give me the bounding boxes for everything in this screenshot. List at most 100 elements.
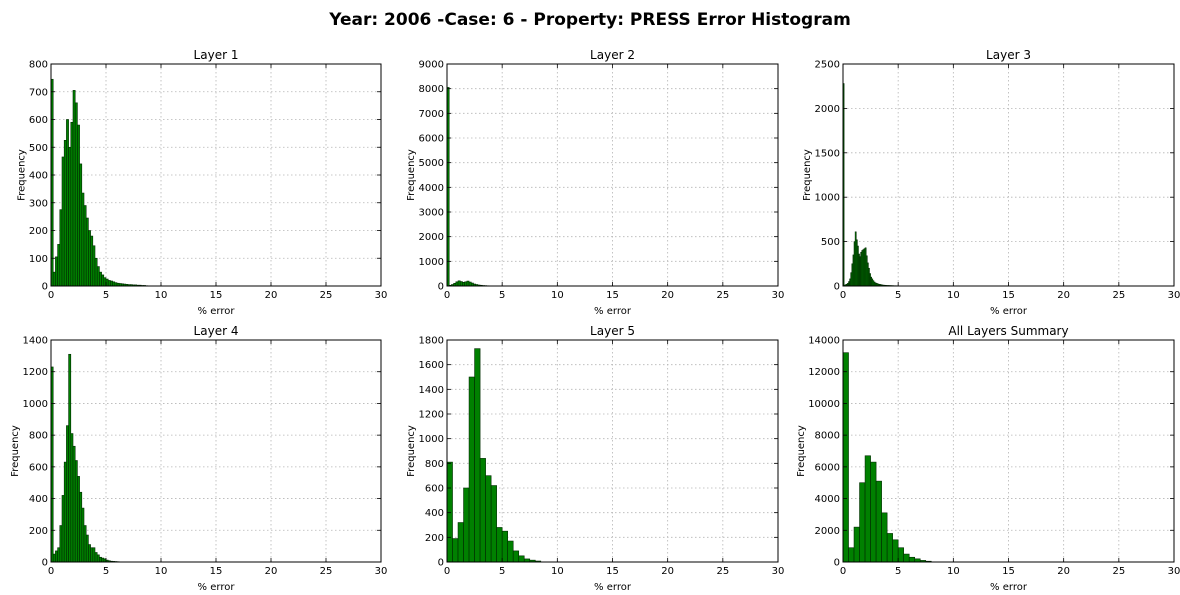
histogram-bar (501, 530, 508, 563)
histogram-bar (459, 281, 463, 287)
histogram-bar (85, 534, 89, 563)
x-tick-label: 10 (155, 566, 168, 577)
histogram-bar (908, 556, 916, 563)
histogram-bar (61, 495, 65, 563)
histogram-bar (464, 281, 468, 287)
histogram-bar (81, 192, 85, 287)
y-tick-label: 1200 (419, 410, 444, 421)
x-tick-label: 15 (210, 290, 223, 301)
histogram-bar (63, 140, 67, 287)
x-axis-label: % error (990, 582, 1028, 593)
histogram-bar (90, 547, 94, 563)
x-tick-label: 5 (103, 566, 109, 577)
histogram-bar (897, 547, 904, 563)
x-tick-label: 10 (947, 566, 960, 577)
histogram-bar (864, 455, 871, 563)
histogram-bar (892, 539, 899, 563)
y-tick-label: 2000 (815, 526, 840, 537)
x-tick-label: 20 (1057, 290, 1070, 301)
y-tick-label: 0 (42, 282, 48, 293)
x-tick-label: 10 (551, 290, 564, 301)
y-tick-label: 1000 (419, 434, 444, 445)
histogram-bar (79, 491, 83, 563)
y-tick-label: 6000 (815, 462, 840, 473)
histogram-bar (507, 540, 514, 563)
histogram-bar (55, 256, 58, 287)
subplot-title: All Layers Summary (948, 324, 1068, 338)
histogram-bar (463, 487, 470, 563)
histogram-bar (870, 461, 877, 563)
histogram-bar (859, 482, 866, 563)
x-tick-label: 10 (551, 566, 564, 577)
histogram-bar (83, 525, 87, 563)
x-tick-label: 5 (895, 566, 901, 577)
x-tick-label: 25 (1112, 290, 1125, 301)
y-tick-label: 0 (438, 282, 444, 293)
x-tick-label: 10 (155, 290, 168, 301)
y-tick-label: 600 (29, 115, 48, 126)
histogram-bar (512, 550, 520, 563)
x-axis-label: % error (198, 306, 236, 317)
x-tick-label: 25 (320, 566, 333, 577)
y-tick-label: 1000 (419, 257, 444, 268)
histogram-bar (63, 461, 67, 563)
histogram-bar (61, 156, 65, 287)
histogram-bar (55, 550, 58, 563)
histogram-bar (81, 507, 85, 563)
y-tick-label: 200 (29, 526, 48, 537)
x-tick-label: 30 (772, 566, 785, 577)
y-tick-label: 12000 (808, 367, 840, 378)
y-tick-label: 600 (425, 484, 444, 495)
histogram-bar (468, 376, 475, 563)
histogram-bar (70, 433, 74, 563)
figure-title: Year: 2006 -Case: 6 - Property: PRESS Er… (329, 10, 851, 30)
x-tick-label: 5 (895, 290, 901, 301)
y-tick-label: 1200 (23, 367, 48, 378)
y-tick-label: 14000 (808, 336, 840, 347)
histogram-bar (452, 538, 459, 563)
histogram-bar (518, 555, 525, 563)
y-tick-label: 400 (29, 494, 48, 505)
histogram-bar (52, 271, 56, 287)
subplot-title: Layer 2 (590, 48, 635, 62)
histogram-bar (101, 274, 105, 287)
x-tick-label: 30 (1168, 290, 1180, 301)
histogram-bar (457, 522, 464, 563)
x-tick-label: 15 (606, 290, 619, 301)
histogram-bar (903, 553, 910, 563)
histogram-bar (853, 526, 860, 563)
x-tick-label: 25 (320, 290, 333, 301)
histogram-bar (52, 553, 56, 563)
y-axis-label: Frequency (10, 425, 21, 477)
x-tick-label: 0 (444, 566, 450, 577)
y-tick-label: 200 (29, 226, 48, 237)
histogram-bar (455, 281, 459, 287)
histogram-bar (881, 512, 888, 563)
histogram-bar (79, 163, 83, 287)
histogram-bar (70, 121, 74, 287)
histogram-bar (68, 146, 72, 287)
histogram-bar (57, 244, 61, 287)
y-tick-label: 1000 (815, 193, 840, 204)
y-tick-label: 4000 (419, 183, 444, 194)
y-tick-label: 100 (29, 254, 48, 265)
y-tick-label: 5000 (419, 158, 444, 169)
histogram-bar (99, 271, 102, 287)
x-tick-label: 0 (840, 290, 846, 301)
y-tick-label: 0 (834, 282, 840, 293)
histogram-bar (490, 485, 497, 563)
x-tick-label: 30 (1168, 566, 1180, 577)
y-tick-label: 4000 (815, 494, 840, 505)
histogram-bar (74, 102, 78, 287)
y-tick-label: 8000 (419, 84, 444, 95)
subplot-title: Layer 5 (590, 324, 635, 338)
y-tick-label: 1500 (815, 148, 840, 159)
histogram-bar (77, 124, 80, 287)
x-tick-label: 0 (840, 566, 846, 577)
x-axis-label: % error (198, 582, 236, 593)
histogram-bar (88, 230, 91, 287)
x-tick-label: 20 (1057, 566, 1070, 577)
y-tick-label: 2000 (419, 232, 444, 243)
x-tick-label: 20 (265, 290, 278, 301)
